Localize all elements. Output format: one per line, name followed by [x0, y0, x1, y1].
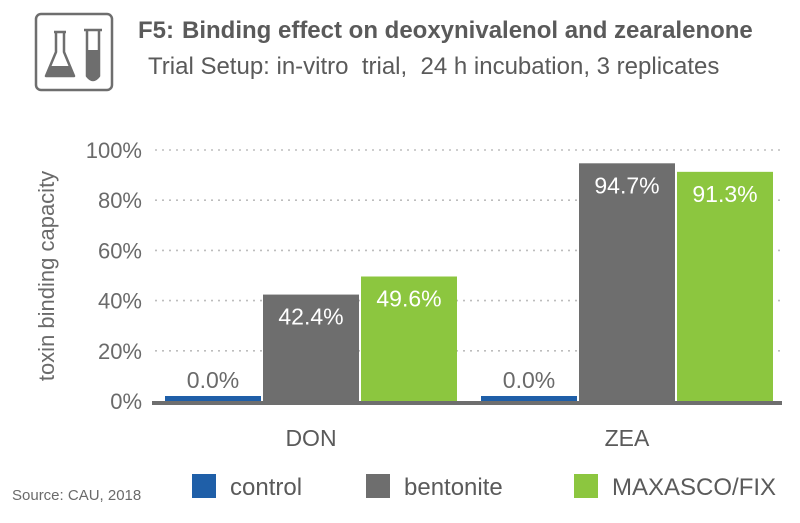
bar	[481, 396, 577, 401]
x-axis-categories: DON ZEA	[285, 425, 650, 451]
y-axis-ticks: 0% 20% 40% 60% 80% 100%	[86, 138, 142, 414]
bar-data-label: 94.7%	[594, 172, 659, 198]
y-axis-label: toxin binding capacity	[34, 171, 59, 381]
legend: control bentonite MAXASCO/FIX	[192, 474, 776, 501]
x-category-label: DON	[285, 425, 336, 451]
legend-swatch	[366, 474, 390, 498]
y-tick-label: 60%	[98, 238, 142, 263]
legend-label: bentonite	[404, 474, 503, 501]
bar-data-label: 91.3%	[692, 181, 757, 207]
y-tick-label: 20%	[98, 339, 142, 364]
chart-subtitle: Trial Setup: in-vitro trial, 24 h incuba…	[148, 53, 719, 80]
bar-data-label: 49.6%	[376, 286, 441, 312]
bar-data-label: 42.4%	[278, 304, 343, 330]
legend-swatch	[192, 474, 216, 498]
y-tick-label: 40%	[98, 289, 142, 314]
title-prefix: F5:	[138, 17, 174, 44]
bar-data-label: 0.0%	[503, 367, 555, 393]
y-tick-label: 80%	[98, 188, 142, 213]
bar	[361, 276, 457, 401]
lab-flask-icon	[34, 12, 114, 92]
bars: 0.0% 42.4% 49.6% 0.0% 94.7% 91.3%	[165, 163, 773, 401]
y-tick-label: 0%	[110, 389, 142, 414]
title-text: Binding effect on deoxynivalenol and zea…	[182, 17, 753, 44]
x-category-label: ZEA	[605, 425, 650, 451]
legend-label: control	[230, 474, 302, 501]
source-note: Source: CAU, 2018	[12, 487, 141, 504]
bar	[165, 396, 261, 401]
bar-data-label: 0.0%	[187, 367, 239, 393]
legend-label: MAXASCO/FIX	[612, 474, 776, 501]
bar	[677, 171, 773, 401]
bar	[579, 163, 675, 401]
y-tick-label: 100%	[86, 138, 142, 163]
legend-swatch	[574, 474, 598, 498]
bar	[263, 294, 359, 401]
chart-title: F5: Binding effect on deoxynivalenol and …	[138, 17, 753, 44]
